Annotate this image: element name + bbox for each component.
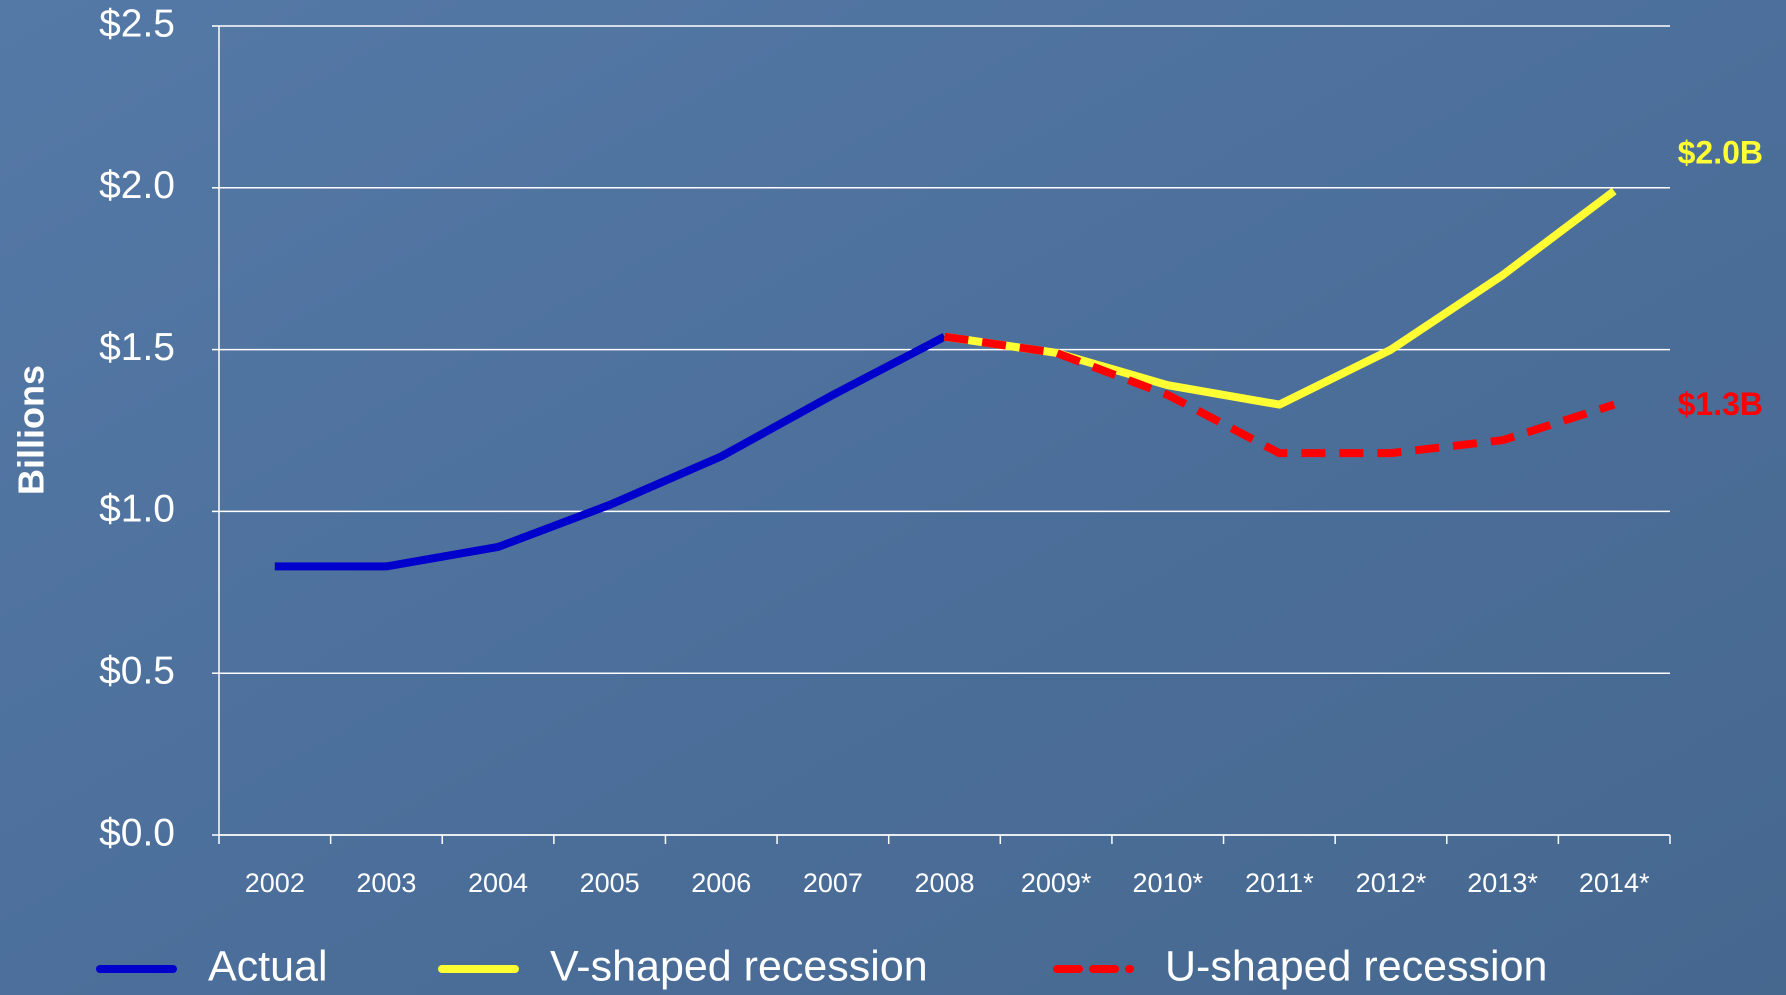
x-tick-label: 2004 xyxy=(468,868,528,898)
series-line xyxy=(274,333,947,571)
x-tick-label: 2008 xyxy=(914,868,974,898)
x-tick-label: 2011* xyxy=(1245,868,1314,898)
series-line xyxy=(943,332,1616,458)
legend-label: V-shaped recession xyxy=(550,942,928,990)
x-tick-label: 2010* xyxy=(1132,868,1203,898)
y-tick-label: $1.0 xyxy=(99,488,175,531)
x-tick-label: 2002 xyxy=(245,868,305,898)
y-tick-label: $1.5 xyxy=(99,326,175,369)
annotation: $1.3B xyxy=(1678,386,1763,422)
x-tick-label: 2009* xyxy=(1021,868,1092,898)
y-tick-label: $2.0 xyxy=(99,164,175,207)
x-tick-label: 2003 xyxy=(356,868,416,898)
series-line xyxy=(943,187,1617,409)
x-tick-label: 2006 xyxy=(691,868,751,898)
y-tick-label: $0.5 xyxy=(99,649,175,692)
x-tick-label: 2014* xyxy=(1579,868,1650,898)
legend-label: Actual xyxy=(208,942,328,990)
x-tick-label: 2005 xyxy=(580,868,640,898)
legend-label: U-shaped recession xyxy=(1165,942,1547,990)
annotation: $2.0B xyxy=(1678,134,1763,170)
x-tick-label: 2007 xyxy=(803,868,863,898)
x-tick-label: 2013* xyxy=(1467,868,1538,898)
y-tick-label: $0.0 xyxy=(99,811,175,854)
y-axis-label: Billions xyxy=(11,365,52,495)
y-tick-label: $2.5 xyxy=(99,2,175,45)
x-tick-label: 2012* xyxy=(1356,868,1427,898)
